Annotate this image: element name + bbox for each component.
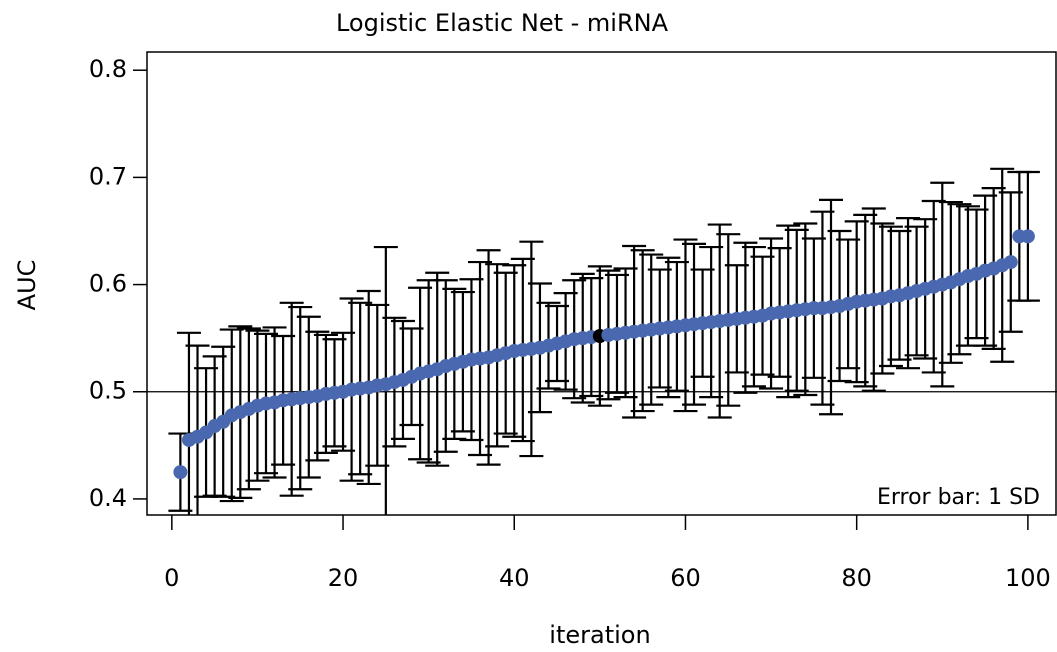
x-axis-label: iteration [549, 621, 650, 649]
y-axis-label: AUC [13, 260, 41, 311]
point [1020, 229, 1035, 244]
x-tick-label: 60 [670, 564, 701, 592]
annotation: Error bar: 1 SD [877, 485, 1040, 510]
point [173, 465, 188, 480]
y-tick-label: 0.6 [89, 270, 127, 298]
plot-area [147, 167, 1057, 515]
y-tick-label: 0.8 [89, 55, 127, 83]
x-tick-label: 80 [841, 564, 872, 592]
x-tick-label: 40 [499, 564, 530, 592]
x-tick-label: 0 [164, 564, 179, 592]
point [1003, 255, 1018, 270]
plot-frame [146, 51, 1057, 516]
x-tick-label: 20 [328, 564, 359, 592]
chart-title: Logistic Elastic Net - miRNA [336, 9, 669, 37]
x-tick-label: 100 [1005, 564, 1051, 592]
y-tick-label: 0.7 [89, 162, 127, 190]
y-tick-label: 0.5 [89, 377, 127, 405]
y-tick-label: 0.4 [89, 484, 127, 512]
